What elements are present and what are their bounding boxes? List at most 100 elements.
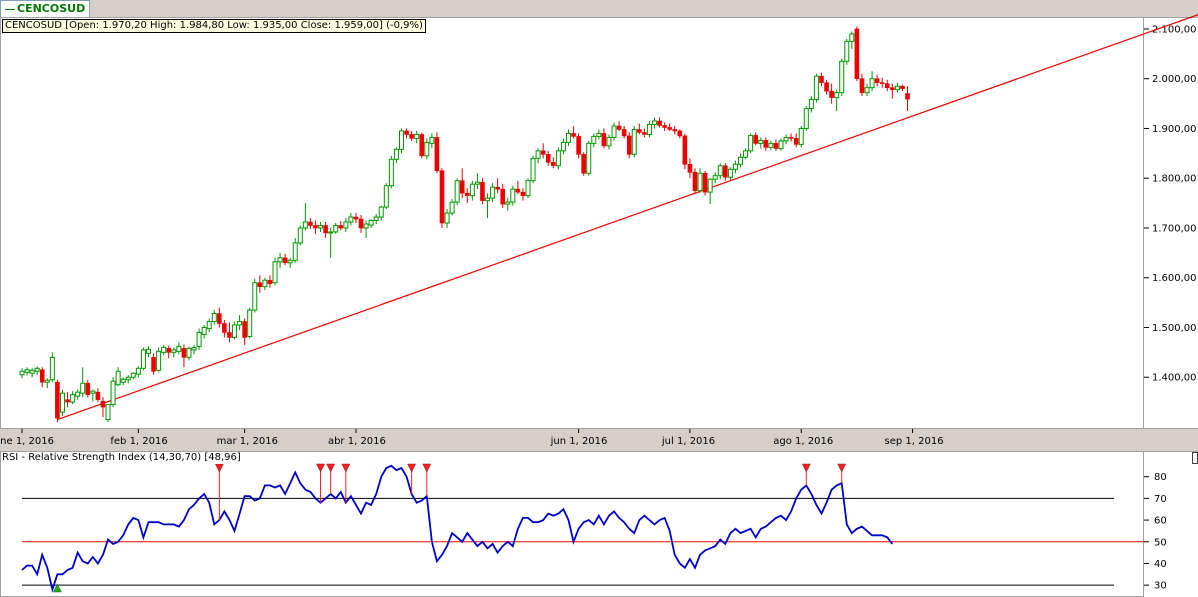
price-legend: CENCOSUD [Open: 1.970,20 High: 1.984,80 … — [2, 19, 426, 33]
candle-body-37 — [206, 321, 212, 329]
candle-body-23 — [135, 367, 141, 375]
candle-body-118 — [616, 125, 622, 130]
candle-body-133 — [692, 171, 698, 191]
candle-body-1 — [24, 369, 30, 373]
candle-body-153 — [793, 138, 799, 145]
rsi-chart-panel[interactable] — [0, 451, 1144, 597]
candle-body-21 — [125, 376, 131, 381]
candle-body-98 — [515, 188, 521, 193]
rsi-y-tick-label-2: 50 — [1154, 537, 1167, 548]
candle-body-62 — [333, 224, 339, 233]
candle-body-114 — [596, 132, 602, 137]
candle-body-85 — [449, 201, 455, 214]
candle-body-128 — [667, 127, 672, 130]
candle-body-102 — [535, 150, 541, 159]
candle-body-34 — [191, 346, 197, 351]
candle-body-161 — [834, 92, 840, 99]
sell-signal-marker-5 — [422, 463, 432, 473]
candle-body-175 — [905, 93, 910, 100]
candle-body-124 — [646, 123, 652, 135]
price-y-tick-label-0: 1.400,00 — [1152, 373, 1197, 384]
candle-body-166 — [859, 78, 865, 93]
price-y-axis — [1144, 17, 1198, 429]
sell-signal-marker-2 — [326, 463, 336, 473]
candle-body-79 — [419, 134, 425, 157]
candle-body-155 — [803, 108, 809, 129]
candle-body-117 — [611, 125, 617, 138]
candle-body-95 — [500, 188, 506, 205]
sell-signal-marker-0 — [214, 463, 224, 473]
candle-body-16 — [100, 400, 106, 408]
candle-body-150 — [778, 140, 784, 149]
candle-body-4 — [39, 369, 45, 383]
x-tick-label-7: sep 1, 2016 — [885, 436, 944, 447]
candle-body-31 — [176, 345, 182, 352]
candle-body-57 — [308, 221, 313, 226]
candle-body-2 — [29, 369, 35, 374]
candle-body-68 — [363, 223, 369, 229]
x-tick-label-1: feb 1, 2016 — [110, 436, 167, 447]
candle-body-148 — [768, 142, 774, 148]
candle-body-140 — [727, 168, 733, 178]
candle-body-20 — [120, 378, 126, 383]
candle-body-108 — [565, 132, 571, 143]
candle-body-157 — [813, 75, 819, 101]
candle-body-119 — [621, 129, 627, 137]
candle-body-28 — [161, 346, 167, 353]
candle-body-49 — [267, 279, 273, 285]
candle-body-101 — [530, 157, 536, 182]
candle-body-173 — [894, 85, 900, 91]
candle-body-13 — [85, 382, 91, 395]
candle-body-65 — [348, 216, 354, 223]
rsi-y-axis — [1144, 451, 1198, 597]
candle-body-46 — [252, 282, 258, 311]
candle-body-154 — [798, 127, 804, 145]
candle-body-8 — [59, 392, 65, 413]
rsi-y-tick-label-4: 70 — [1154, 494, 1167, 505]
candle-body-3 — [34, 367, 40, 372]
candle-body-149 — [773, 143, 779, 149]
candle-body-25 — [146, 348, 151, 354]
candle-body-56 — [302, 221, 308, 229]
candle-body-12 — [80, 382, 86, 394]
price-y-tick-label-6: 2.000,00 — [1152, 74, 1197, 85]
candle-body-7 — [55, 381, 60, 419]
candle-body-43 — [237, 321, 243, 326]
candle-body-145 — [753, 135, 759, 144]
candle-body-168 — [869, 78, 875, 89]
price-y-tick-label-2: 1.600,00 — [1152, 273, 1197, 284]
candle-body-41 — [227, 332, 232, 338]
candle-body-159 — [824, 82, 829, 92]
candle-body-86 — [454, 180, 460, 203]
candle-body-44 — [242, 321, 247, 338]
candle-body-130 — [677, 130, 683, 137]
candle-body-116 — [606, 136, 612, 147]
candle-body-84 — [444, 212, 450, 224]
candle-body-90 — [474, 181, 480, 185]
candle-body-29 — [166, 348, 172, 353]
candle-body-11 — [75, 391, 81, 397]
sell-signal-marker-1 — [316, 463, 325, 473]
candle-body-45 — [247, 309, 253, 337]
candle-body-36 — [201, 326, 207, 335]
candle-body-170 — [879, 82, 885, 84]
candle-body-172 — [890, 87, 895, 90]
x-tick-label-5: jul 1, 2016 — [661, 436, 715, 447]
candle-body-93 — [490, 186, 496, 199]
candle-body-99 — [520, 191, 526, 196]
candle-body-141 — [732, 163, 738, 170]
price-y-tick-label-4: 1.800,00 — [1152, 174, 1197, 185]
rsi-y-tick-label-0: 30 — [1154, 581, 1167, 592]
candle-body-19 — [115, 370, 121, 386]
candle-body-131 — [682, 135, 688, 165]
x-tick-label-4: jun 1, 2016 — [550, 436, 608, 447]
sell-signal-marker-6 — [801, 463, 811, 473]
price-chart-panel[interactable] — [0, 17, 1144, 429]
candle-body-18 — [110, 380, 116, 406]
candle-body-103 — [540, 150, 546, 155]
candle-body-74 — [393, 148, 399, 160]
candle-body-91 — [480, 181, 485, 201]
rsi-y-tick-label-1: 40 — [1154, 559, 1167, 570]
candle-body-139 — [723, 165, 728, 178]
